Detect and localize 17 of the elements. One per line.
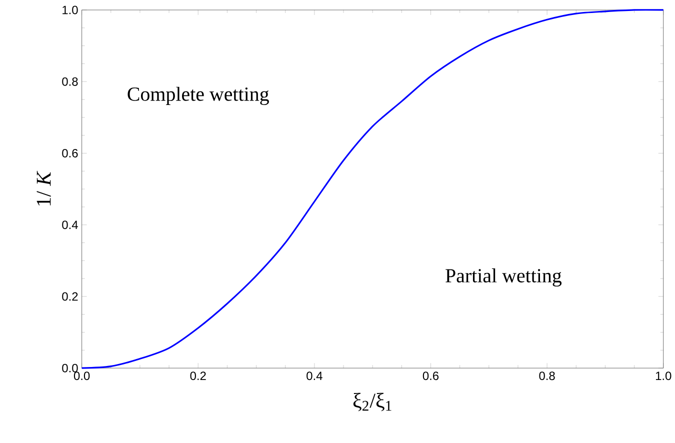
x-axis-title: ξ$_{2}$/ξ$_{1}$	[353, 392, 392, 412]
x-tick-label: 0.0	[74, 372, 90, 380]
y-axis-title: 1/ K	[36, 170, 51, 206]
x-tick-label: 0.2	[190, 372, 206, 380]
line-series	[81, 9, 664, 369]
x-tick-label: 1.0	[656, 372, 672, 380]
y-tick-label: 0.8	[62, 77, 78, 86]
y-tick-label: 1.0	[62, 6, 78, 14]
y-tick-label: 0.0	[62, 364, 78, 372]
y-tick-label: 0.4	[62, 220, 78, 230]
y-tick-label: 0.6	[62, 149, 78, 158]
y-tick-label: 0.2	[62, 292, 78, 301]
x-tick-label: 0.4	[306, 372, 322, 380]
annotation: Partial wetting	[446, 268, 562, 287]
x-tick-label: 0.6	[422, 372, 439, 380]
x-tick-label: 0.8	[539, 372, 555, 380]
annotation: Complete wetting	[128, 86, 269, 106]
